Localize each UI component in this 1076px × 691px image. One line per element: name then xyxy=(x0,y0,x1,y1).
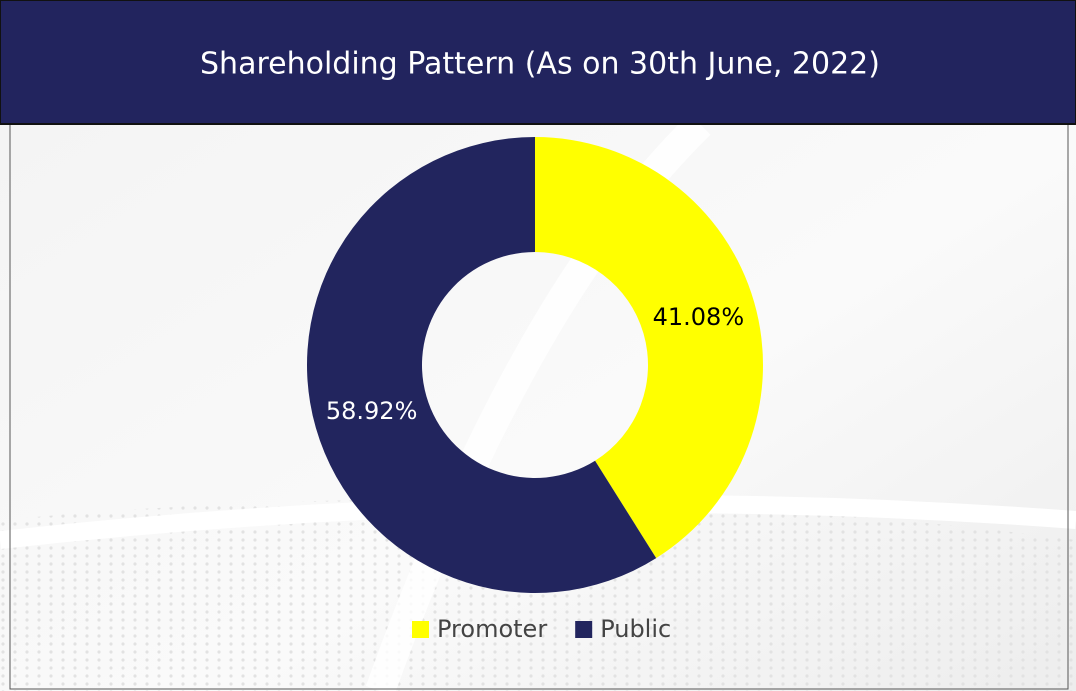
background-dots xyxy=(0,499,1076,691)
legend-swatch xyxy=(575,621,593,638)
data-label: 58.92% xyxy=(326,397,418,425)
legend-label: Promoter xyxy=(437,615,547,643)
donut-slice xyxy=(306,137,657,593)
donut-chart: 41.08% 58.92% Promoter Public xyxy=(306,137,763,643)
legend-swatch xyxy=(412,621,429,638)
legend-label: Public xyxy=(600,615,671,643)
chart-title: Shareholding Pattern (As on 30th June, 2… xyxy=(200,47,880,82)
data-label: 41.08% xyxy=(653,303,745,331)
header-band xyxy=(0,0,1076,125)
donut-slice xyxy=(535,137,763,559)
